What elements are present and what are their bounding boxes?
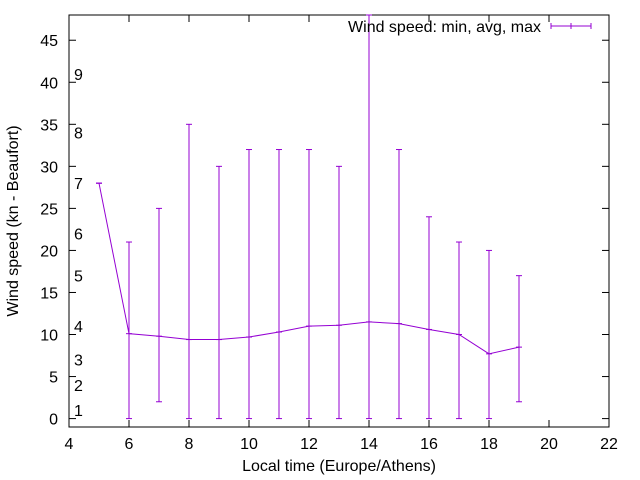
x-tick-label: 18 [480, 436, 498, 453]
y-tick-label: 0 [49, 412, 58, 429]
y-tick-label: 20 [40, 243, 58, 260]
x-tick-label: 22 [600, 436, 618, 453]
legend-label: Wind speed: min, avg, max [348, 19, 541, 36]
y-tick-label: 30 [40, 159, 58, 176]
x-tick-label: 12 [300, 436, 318, 453]
y-tick-label: 10 [40, 328, 58, 345]
beaufort-label: 3 [74, 353, 83, 370]
y-tick-label: 5 [49, 370, 58, 387]
beaufort-label: 4 [74, 319, 83, 336]
series-layer [96, 14, 522, 420]
beaufort-label: 7 [74, 176, 83, 193]
beaufort-label: 9 [74, 67, 83, 84]
beaufort-label: 5 [74, 269, 83, 286]
y-tick-label: 35 [40, 117, 58, 134]
x-tick-label: 8 [185, 436, 194, 453]
y-axis-label: Wind speed (kn - Beaufort) [5, 125, 22, 316]
legend: Wind speed: min, avg, max [348, 19, 592, 36]
y-tick-label: 25 [40, 201, 58, 218]
x-tick-label: 16 [420, 436, 438, 453]
beaufort-label: 8 [74, 126, 83, 143]
beaufort-label: 1 [74, 403, 83, 420]
beaufort-label: 6 [74, 227, 83, 244]
y-tick-label: 45 [40, 33, 58, 50]
x-tick-label: 14 [360, 436, 378, 453]
x-tick-label: 20 [540, 436, 558, 453]
y-tick-label: 40 [40, 75, 58, 92]
x-axis-label: Local time (Europe/Athens) [242, 458, 436, 475]
beaufort-scale: 1 2 3 4 5 6 7 8 9 [74, 67, 83, 420]
plot-frame [68, 14, 610, 428]
beaufort-label: 2 [74, 378, 83, 395]
x-tick-label: 6 [125, 436, 134, 453]
y-tick-label: 15 [40, 285, 58, 302]
x-tick-label: 4 [65, 436, 74, 453]
x-tick-label: 10 [240, 436, 258, 453]
